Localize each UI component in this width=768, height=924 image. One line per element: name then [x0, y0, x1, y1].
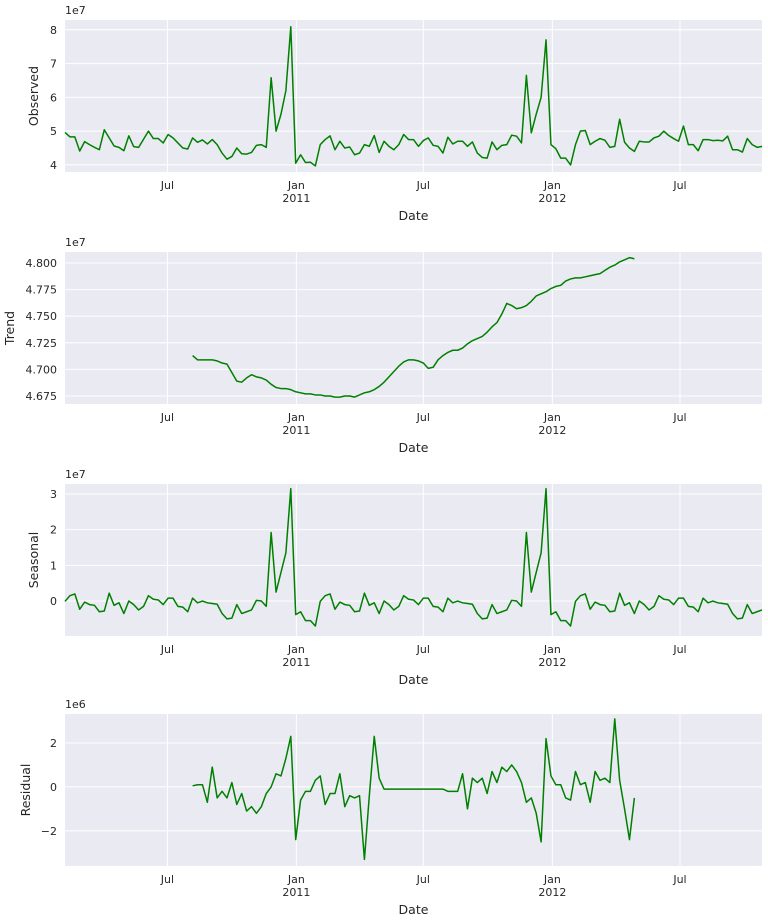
y-tick-label: 4.775	[26, 284, 58, 297]
y-tick-label: 7	[50, 58, 57, 71]
x-tick-sublabel: 2012	[538, 656, 566, 669]
x-tick-sublabel: 2012	[538, 192, 566, 205]
x-tick-label: Jan	[287, 411, 305, 424]
x-tick-label: Jul	[672, 179, 686, 192]
y-tick-label: 2	[50, 737, 57, 750]
x-tick-label: Jul	[160, 873, 174, 886]
offset-label: 1e7	[65, 236, 86, 249]
y-tick-label: 5	[50, 125, 57, 138]
x-tick-label: Jan	[287, 179, 305, 192]
x-tick-sublabel: 2012	[538, 424, 566, 437]
y-tick-label: 4.750	[26, 310, 58, 323]
x-axis-label: Date	[399, 440, 429, 455]
series-line	[64, 487, 763, 627]
x-tick-sublabel: 2012	[538, 886, 566, 899]
x-tick-label: Jan	[543, 873, 561, 886]
x-tick-label: Jan	[543, 411, 561, 424]
y-tick-label: 0	[50, 595, 57, 608]
y-tick-label: 1	[50, 559, 57, 572]
y-axis-label: Residual	[18, 764, 33, 817]
y-tick-label: 6	[50, 91, 57, 104]
x-tick-label: Jul	[416, 411, 430, 424]
series-line	[192, 256, 635, 398]
y-tick-label: 8	[50, 24, 57, 37]
x-tick-label: Jul	[416, 643, 430, 656]
y-tick-label: 4.725	[26, 337, 58, 350]
y-axis-label: Observed	[26, 66, 41, 126]
series-line	[64, 26, 763, 167]
y-tick-label: 4	[50, 159, 57, 172]
x-tick-label: Jul	[160, 643, 174, 656]
x-tick-label: Jan	[287, 643, 305, 656]
x-tick-label: Jul	[160, 179, 174, 192]
plot-background	[65, 20, 762, 172]
x-tick-label: Jul	[416, 179, 430, 192]
x-axis-label: Date	[399, 208, 429, 223]
offset-label: 1e7	[65, 4, 86, 17]
y-axis-label: Trend	[2, 311, 17, 346]
x-tick-label: Jul	[672, 411, 686, 424]
x-tick-label: Jul	[160, 411, 174, 424]
x-tick-label: Jul	[672, 873, 686, 886]
offset-label: 1e7	[65, 468, 86, 481]
y-tick-label: 4.675	[26, 390, 58, 403]
y-tick-label: 0	[50, 781, 57, 794]
y-tick-label: 4.800	[26, 257, 58, 270]
plot-background	[65, 714, 762, 866]
series-line	[192, 718, 636, 861]
x-tick-label: Jul	[672, 643, 686, 656]
x-tick-label: Jan	[543, 179, 561, 192]
x-axis-label: Date	[399, 902, 429, 917]
y-tick-label: 4.700	[26, 363, 58, 376]
x-tick-label: Jan	[287, 873, 305, 886]
x-tick-label: Jan	[543, 643, 561, 656]
offset-label: 1e6	[65, 698, 86, 711]
x-tick-sublabel: 2011	[282, 424, 310, 437]
y-tick-label: 3	[50, 488, 57, 501]
y-tick-label: −2	[41, 825, 57, 838]
x-tick-sublabel: 2011	[282, 192, 310, 205]
x-axis-label: Date	[399, 672, 429, 687]
x-tick-sublabel: 2011	[282, 886, 310, 899]
x-tick-label: Jul	[416, 873, 430, 886]
x-tick-sublabel: 2011	[282, 656, 310, 669]
y-tick-label: 2	[50, 524, 57, 537]
y-axis-label: Seasonal	[26, 532, 41, 589]
plot-background	[65, 252, 762, 404]
plot-background	[65, 484, 762, 636]
